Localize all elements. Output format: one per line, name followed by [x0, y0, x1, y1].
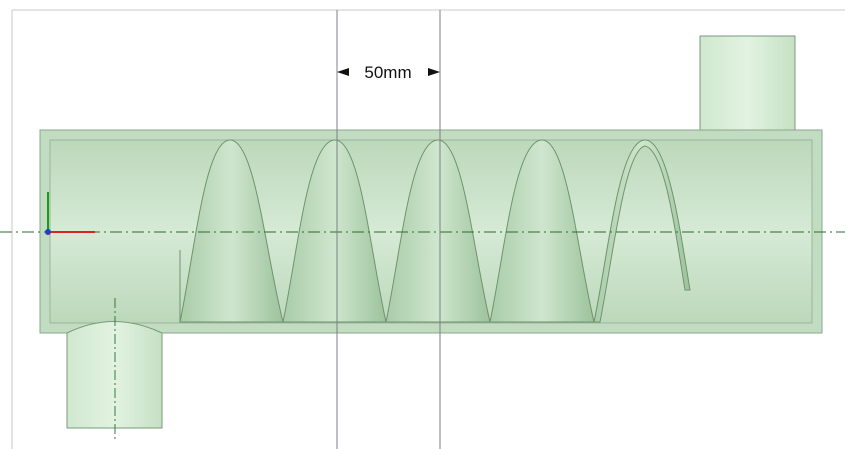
outlet-pipe [700, 36, 795, 139]
origin [45, 229, 51, 235]
dimension-label: 50mm [364, 63, 411, 82]
cad-viewport: 50mm [0, 0, 845, 449]
